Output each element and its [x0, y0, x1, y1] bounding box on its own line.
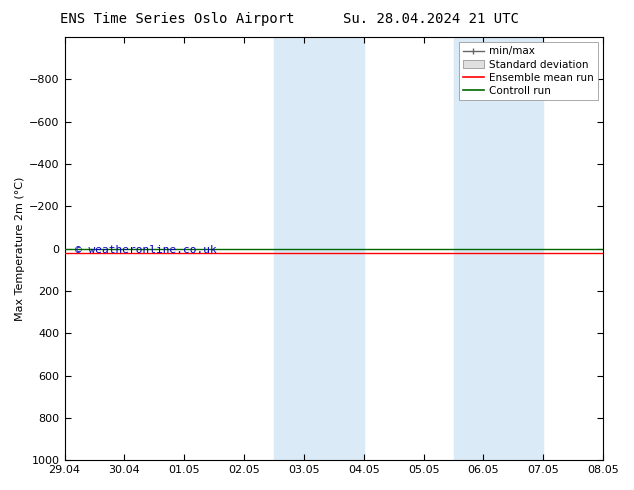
- Text: Su. 28.04.2024 21 UTC: Su. 28.04.2024 21 UTC: [343, 12, 519, 26]
- Bar: [274, 37, 364, 460]
- Bar: [453, 37, 543, 460]
- Text: © weatheronline.co.uk: © weatheronline.co.uk: [75, 245, 217, 255]
- Y-axis label: Max Temperature 2m (°C): Max Temperature 2m (°C): [15, 176, 25, 321]
- Legend: min/max, Standard deviation, Ensemble mean run, Controll run: min/max, Standard deviation, Ensemble me…: [459, 42, 598, 100]
- Text: ENS Time Series Oslo Airport: ENS Time Series Oslo Airport: [60, 12, 295, 26]
